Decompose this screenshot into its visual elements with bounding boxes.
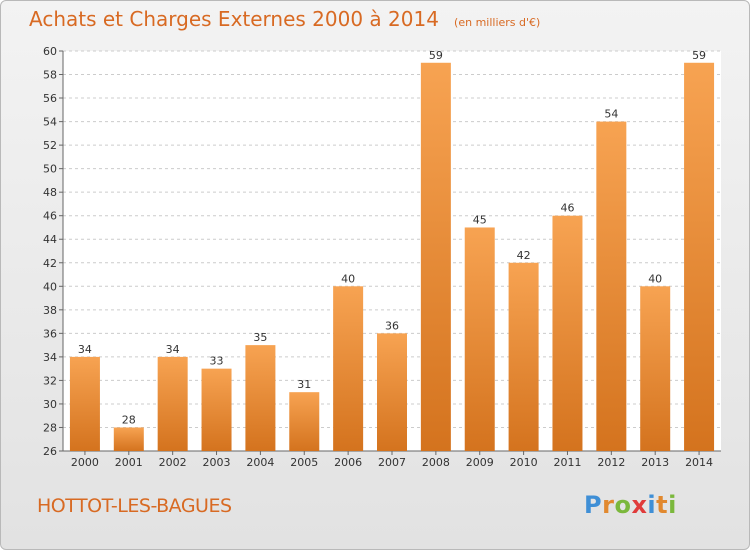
y-tick-label: 34 [43,351,57,364]
brand-letter: r [602,491,615,519]
title-row: Achats et Charges Externes 2000 à 2014 (… [29,7,540,31]
value-label: 28 [122,413,136,426]
x-tick-label: 2001 [115,456,143,469]
value-label: 45 [473,213,487,226]
value-label: 34 [166,343,180,356]
x-tick-label: 2005 [290,456,318,469]
brand-letter: x [631,491,648,519]
y-tick-label: 32 [43,374,57,387]
bar [201,368,232,451]
y-tick-label: 54 [43,116,57,129]
bar [113,427,144,451]
value-label: 35 [253,331,267,344]
bar [464,227,495,451]
y-tick-label: 58 [43,69,57,82]
bar [596,121,627,452]
y-tick-label: 40 [43,280,57,293]
y-tick-label: 46 [43,210,57,223]
x-tick-label: 2008 [422,456,450,469]
value-label: 42 [517,249,531,262]
y-tick-label: 36 [43,327,57,340]
bar [508,262,539,451]
value-label: 31 [297,378,311,391]
value-label: 33 [210,355,224,368]
y-tick-label: 48 [43,186,57,199]
value-label: 54 [604,108,618,121]
value-label: 34 [78,343,92,356]
chart-title: Achats et Charges Externes 2000 à 2014 [29,7,439,31]
x-tick-label: 2007 [378,456,406,469]
bar [377,333,407,451]
bar [157,356,188,451]
brand-letter: i [668,491,677,519]
value-label: 36 [385,319,399,332]
x-tick-label: 2013 [641,456,669,469]
x-tick-label: 2012 [597,456,625,469]
y-tick-label: 44 [43,233,57,246]
y-tick-label: 52 [43,139,57,152]
x-tick-label: 2006 [334,456,362,469]
y-tick-label: 26 [43,445,57,458]
x-tick-label: 2003 [203,456,231,469]
brand-logo: Proxiti [584,491,677,519]
x-tick-label: 2004 [246,456,274,469]
value-label: 59 [692,49,706,62]
value-label: 46 [560,202,574,215]
value-label: 40 [648,272,662,285]
location-name: HOTTOT-LES-BAGUES [37,495,232,517]
x-tick-label: 2011 [553,456,581,469]
bar [684,62,715,451]
bar [69,356,100,451]
bar [245,345,276,451]
x-tick-label: 2000 [71,456,99,469]
value-label: 59 [429,49,443,62]
bar [640,286,671,451]
bar [420,62,451,451]
value-label: 40 [341,272,355,285]
y-tick-label: 38 [43,304,57,317]
brand-letter: P [584,491,603,519]
y-tick-label: 50 [43,163,57,176]
brand-letter: t [656,491,669,519]
x-tick-label: 2010 [510,456,538,469]
y-tick-label: 28 [43,421,57,434]
brand-letter: o [614,491,632,519]
x-tick-label: 2009 [466,456,494,469]
y-tick-label: 42 [43,257,57,270]
bar [552,215,583,451]
unit-note: (en milliers d'€) [454,16,541,29]
y-tick-label: 60 [43,45,57,58]
bar [333,286,364,451]
y-tick-label: 56 [43,92,57,105]
brand-letter: i [647,491,657,519]
bar [289,392,320,451]
x-tick-label: 2014 [685,456,713,469]
x-tick-label: 2002 [159,456,187,469]
y-tick-label: 30 [43,398,57,411]
